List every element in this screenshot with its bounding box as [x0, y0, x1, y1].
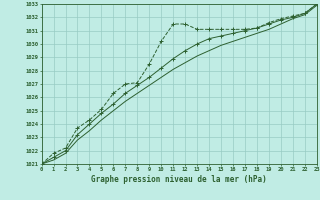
X-axis label: Graphe pression niveau de la mer (hPa): Graphe pression niveau de la mer (hPa): [91, 175, 267, 184]
